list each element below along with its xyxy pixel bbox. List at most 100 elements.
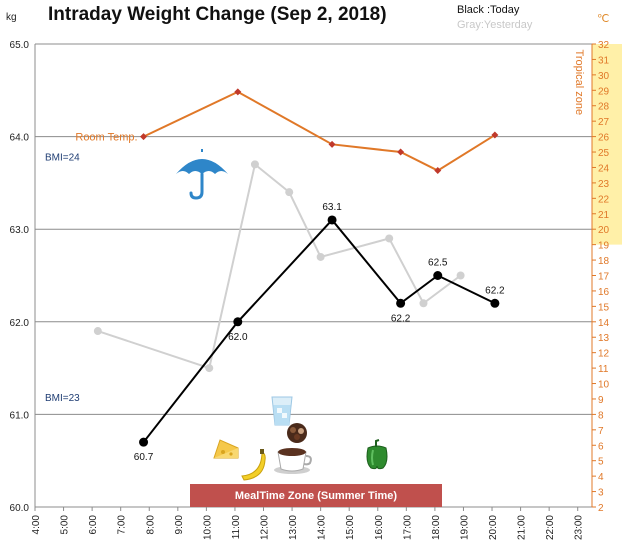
- bmi-label: BMI=23: [45, 393, 80, 404]
- bell-pepper-icon: [366, 439, 388, 470]
- x-tick-label: 10:00: [202, 515, 213, 540]
- right-tick-label: 25: [598, 148, 610, 159]
- today-point: [396, 298, 406, 308]
- umbrella-icon: [176, 149, 228, 200]
- left-axis-unit: kg: [6, 12, 17, 23]
- yesterday-point: [285, 188, 294, 197]
- x-tick-label: 8:00: [145, 515, 156, 535]
- today-data-label: 62.5: [428, 258, 448, 269]
- right-tick-label: 29: [598, 86, 610, 97]
- today-data-label: 62.2: [391, 313, 411, 324]
- y-tick-label: 65.0: [10, 40, 30, 51]
- right-tick-label: 30: [598, 71, 610, 82]
- today-data-label: 63.1: [322, 202, 342, 213]
- right-tick-label: 4: [598, 472, 604, 483]
- right-axis-unit: ℃: [597, 13, 610, 25]
- right-tick-label: 28: [598, 102, 610, 113]
- yesterday-point: [456, 271, 465, 280]
- today-point: [233, 317, 243, 327]
- right-tick-label: 11: [598, 364, 609, 375]
- right-tick-label: 15: [598, 302, 610, 313]
- x-tick-label: 7:00: [117, 515, 128, 535]
- right-tick-label: 12: [598, 349, 610, 360]
- x-tick-label: 5:00: [60, 515, 71, 535]
- room-temp-point: [397, 148, 405, 156]
- right-tick-label: 10: [598, 380, 610, 391]
- x-tick-label: 4:00: [31, 515, 42, 535]
- right-tick-label: 24: [598, 163, 610, 174]
- room-temp-line: [143, 90, 496, 172]
- right-tick-label: 22: [598, 194, 610, 205]
- room-temp-point: [234, 88, 242, 96]
- y-tick-label: 62.0: [10, 318, 30, 329]
- right-tick-label: 9: [598, 395, 604, 406]
- today-data-label: 60.7: [134, 452, 154, 463]
- x-tick-label: 21:00: [517, 515, 528, 540]
- chocolate-icon: [287, 423, 307, 443]
- y-tick-label: 60.0: [10, 503, 30, 514]
- today-point: [490, 298, 500, 308]
- series-today-line: [142, 218, 496, 443]
- legend-today: Black :Today: [457, 4, 520, 16]
- yesterday-point: [385, 234, 394, 243]
- yesterday-point: [93, 327, 102, 336]
- x-tick-label: 12:00: [260, 515, 271, 540]
- right-tick-label: 19: [598, 241, 610, 252]
- x-tick-label: 22:00: [545, 515, 556, 540]
- bmi-label: BMI=24: [45, 152, 80, 163]
- x-tick-label: 17:00: [402, 515, 413, 540]
- right-tick-label: 2: [598, 503, 604, 514]
- x-tick-label: 16:00: [374, 515, 385, 540]
- right-tick-label: 21: [598, 210, 610, 221]
- x-tick-label: 13:00: [288, 515, 299, 540]
- right-tick-label: 18: [598, 256, 610, 267]
- chart-title: Intraday Weight Change (Sep 2, 2018): [48, 4, 387, 25]
- yesterday-point: [316, 252, 325, 261]
- today-point: [139, 437, 149, 447]
- right-tick-label: 23: [598, 179, 610, 190]
- x-tick-label: 20:00: [488, 515, 499, 540]
- right-tick-label: 20: [598, 225, 610, 236]
- room-temp-point: [328, 140, 336, 148]
- right-tick-label: 6: [598, 441, 604, 452]
- today-data-label: 62.0: [228, 332, 248, 343]
- yesterday-point: [250, 160, 259, 169]
- right-tick-label: 3: [598, 488, 604, 499]
- x-tick-label: 14:00: [317, 515, 328, 540]
- today-data-label: 62.2: [485, 285, 505, 296]
- x-tick-label: 11:00: [231, 515, 242, 540]
- banana-icon: [241, 449, 266, 481]
- room-temp-point: [434, 167, 442, 175]
- right-tick-label: 16: [598, 287, 610, 298]
- x-tick-label: 23:00: [574, 515, 585, 540]
- today-point: [433, 271, 443, 280]
- cheese-icon: [213, 439, 239, 459]
- room-temp-label: Room Temp.: [75, 132, 137, 144]
- right-tick-label: 7: [598, 426, 604, 437]
- right-tick-label: 26: [598, 133, 610, 144]
- x-tick-label: 19:00: [459, 515, 470, 540]
- x-tick-label: 18:00: [431, 515, 442, 540]
- coffee-icon: [274, 448, 312, 474]
- right-tick-label: 17: [598, 272, 610, 283]
- series-yesterday-line: [97, 162, 462, 370]
- room-temp-point: [140, 133, 148, 141]
- yesterday-point: [205, 364, 214, 373]
- right-tick-label: 27: [598, 117, 610, 128]
- water-glass-icon: [271, 396, 293, 426]
- right-tick-label: 5: [598, 457, 604, 468]
- right-tick-label: 14: [598, 318, 610, 329]
- y-tick-label: 64.0: [10, 133, 30, 144]
- room-temp-point: [491, 131, 499, 139]
- legend-yesterday: Gray:Yesterday: [457, 19, 533, 31]
- x-tick-label: 9:00: [174, 515, 185, 535]
- x-tick-label: 6:00: [88, 515, 99, 535]
- yesterday-point: [419, 299, 428, 308]
- right-tick-label: 31: [598, 55, 610, 66]
- y-tick-label: 63.0: [10, 225, 30, 236]
- right-tick-label: 32: [598, 40, 610, 51]
- tropical-zone-band: [592, 44, 622, 245]
- x-tick-label: 15:00: [345, 515, 356, 540]
